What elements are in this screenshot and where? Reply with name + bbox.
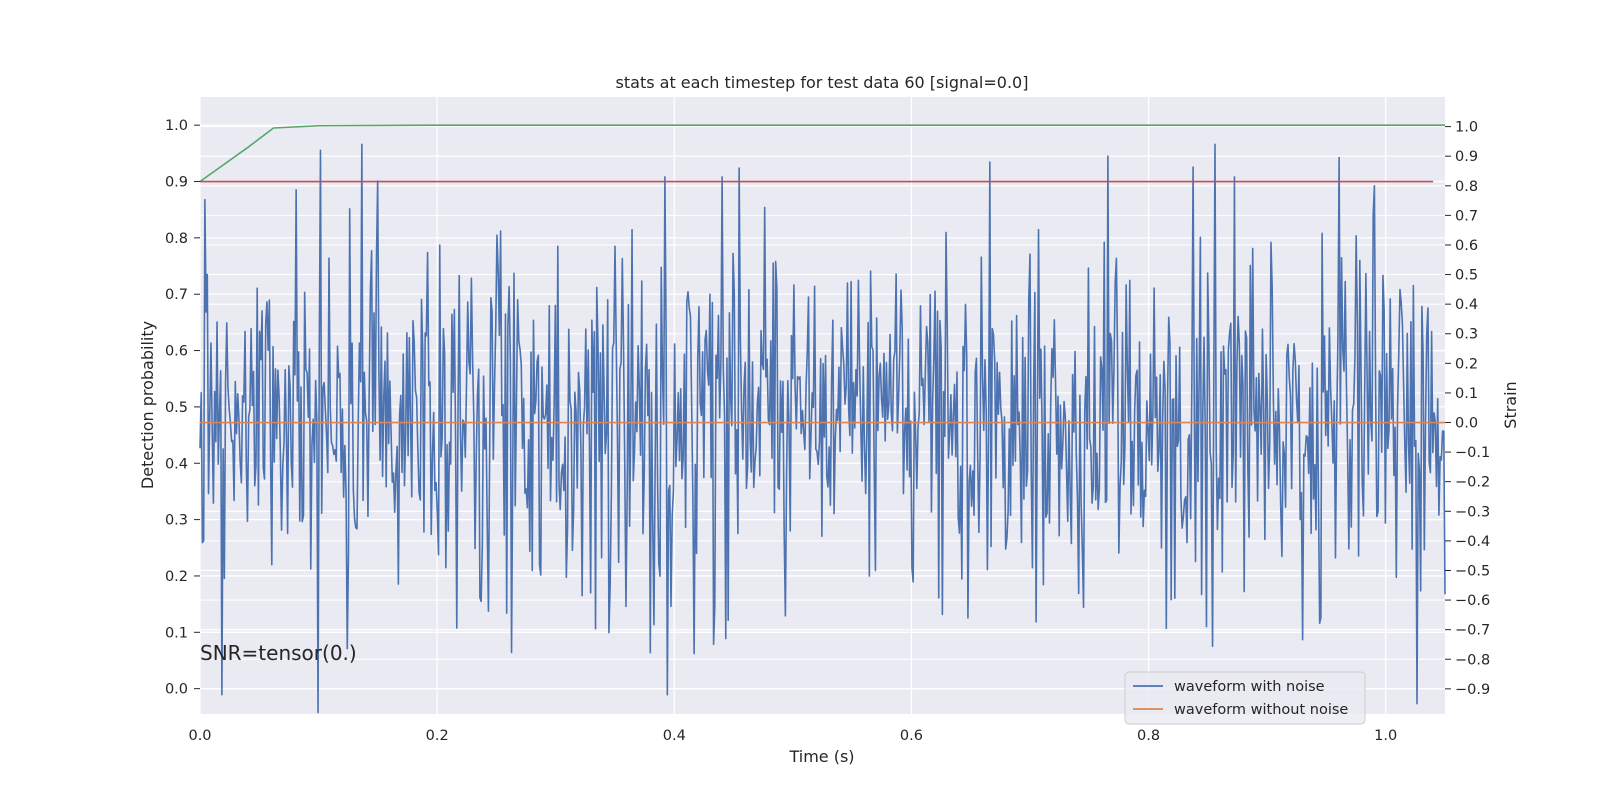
x-tick-label: 0.4: [663, 728, 686, 744]
x-tick-label: 0.6: [900, 728, 923, 744]
y-right-tick-label: −0.4: [1455, 534, 1490, 550]
x-tick-label: 0.0: [188, 728, 211, 744]
y-right-tick-label: −0.9: [1455, 682, 1490, 698]
x-tick-label: 1.0: [1374, 728, 1397, 744]
x-tick-label: 0.2: [426, 728, 449, 744]
y-right-tick-label: 0.5: [1455, 268, 1478, 284]
y-right-tick-label: 0.9: [1455, 149, 1478, 165]
ticks-layer: 0.0 0.2 0.4 0.6 0.8 1.0 0.0 0.1 0.2 0.3 0.4 0.5 0.6 0…: [165, 118, 1490, 744]
y-right-tick-label: 0.1: [1455, 386, 1478, 402]
y-right-tick-label: 0.4: [1455, 297, 1478, 313]
y-left-tick-label: 0.6: [165, 344, 188, 360]
snr-annotation: SNR=tensor(0.): [200, 641, 357, 665]
y-left-tick-label: 0.5: [165, 400, 188, 416]
y-left-tick-label: 0.9: [165, 175, 188, 191]
series-line-series-2: [199, 124, 1445, 183]
y-left-tick-label: 0.2: [165, 569, 188, 585]
y-right-tick-label: −0.1: [1455, 445, 1490, 461]
y-right-tick-label: −0.6: [1455, 593, 1490, 609]
chart-title: stats at each timestep for test data 60 …: [616, 73, 1029, 92]
y-right-tick-label: −0.2: [1455, 475, 1490, 491]
y-right-tick-label: −0.7: [1455, 623, 1490, 639]
y-left-tick-label: 0.4: [165, 456, 188, 472]
y-left-tick-label: 0.3: [165, 513, 188, 529]
y-right-tick-label: −0.3: [1455, 504, 1490, 520]
legend: waveform with noise waveform without noi…: [1124, 671, 1366, 725]
y-left-tick-label: 0.8: [165, 231, 188, 247]
y-left-tick-label: 1.0: [165, 118, 188, 134]
y-right-tick-label: 0.3: [1455, 327, 1478, 343]
y-right-tick-label: 0.7: [1455, 208, 1478, 224]
x-axis-label: Time (s): [788, 747, 854, 766]
y-left-tick-label: 0.7: [165, 287, 188, 303]
series-layer: [199, 124, 1446, 714]
y-right-tick-label: 0.0: [1455, 416, 1478, 432]
series-line-waveform-with-noise: [199, 143, 1446, 714]
y-right-tick-label: 0.8: [1455, 179, 1478, 195]
y-left-tick-label: 0.0: [165, 682, 188, 698]
legend-box: [1124, 671, 1366, 725]
y-axis-left-label: Detection probability: [138, 321, 157, 489]
legend-label-without-noise: waveform without noise: [1174, 702, 1348, 718]
y-right-tick-label: −0.8: [1455, 652, 1490, 668]
x-tick-label: 0.8: [1137, 728, 1160, 744]
y-left-tick-label: 0.1: [165, 625, 188, 641]
y-right-tick-label: 0.6: [1455, 238, 1478, 254]
legend-label-with-noise: waveform with noise: [1174, 679, 1325, 695]
y-right-tick-label: 0.2: [1455, 356, 1478, 372]
y-axis-right-label: Strain: [1501, 381, 1520, 428]
y-right-tick-label: 1.0: [1455, 120, 1478, 136]
y-right-tick-label: −0.5: [1455, 563, 1490, 579]
